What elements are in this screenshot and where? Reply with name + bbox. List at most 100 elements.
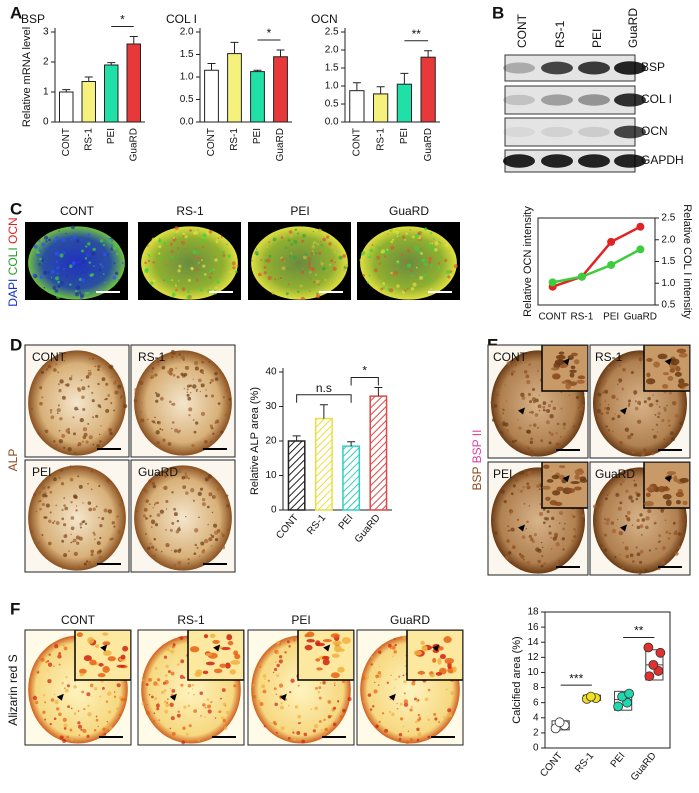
speckle — [97, 382, 100, 386]
speckle — [152, 507, 154, 509]
speckle — [103, 733, 107, 736]
speckle — [179, 674, 184, 680]
inset-speckle — [79, 668, 87, 674]
speckle — [192, 231, 197, 235]
arrowhead — [518, 524, 525, 532]
speckle — [98, 484, 101, 488]
speckle — [187, 684, 192, 688]
speckle — [156, 501, 159, 505]
speckle — [61, 237, 66, 243]
speckle — [175, 529, 180, 534]
speckle — [611, 561, 614, 563]
speckle — [506, 539, 510, 543]
x-tick-label: PEI — [252, 128, 263, 144]
speckle — [100, 425, 102, 427]
speckle — [412, 282, 417, 287]
speckle — [500, 431, 504, 435]
speckle — [342, 708, 346, 713]
speckle — [207, 474, 213, 479]
speckle — [143, 489, 148, 494]
speckle — [552, 536, 557, 541]
speckle — [405, 740, 410, 745]
speckle — [181, 475, 186, 480]
inset-speckle — [673, 475, 678, 482]
speckle — [634, 400, 637, 403]
inset-speckle — [417, 670, 426, 675]
speckle — [342, 268, 346, 272]
speckle — [178, 280, 180, 282]
speckle — [98, 516, 100, 519]
speckle — [59, 281, 64, 285]
speckle — [227, 254, 231, 258]
speckle — [92, 531, 96, 535]
speckle — [224, 413, 229, 418]
micrograph — [590, 345, 690, 458]
speckle — [57, 654, 62, 659]
speckle — [56, 408, 61, 413]
y-tick-label: 0 — [271, 505, 277, 516]
speckle — [87, 501, 92, 505]
y-tick-label: 2 — [533, 728, 539, 739]
y-tick-label: 4 — [533, 712, 539, 723]
speckle — [279, 655, 283, 659]
speckle — [502, 420, 505, 423]
speckle — [61, 433, 66, 438]
speckle — [410, 705, 414, 708]
speckle — [49, 722, 52, 726]
speckle — [151, 420, 153, 422]
speckle — [322, 681, 326, 685]
speckle — [71, 225, 75, 230]
speckle — [72, 416, 75, 419]
speckle — [185, 515, 187, 518]
speckle — [309, 271, 312, 274]
speckle — [260, 259, 263, 261]
speckle — [91, 399, 95, 403]
speckle — [391, 229, 393, 231]
inset-speckle — [679, 382, 686, 388]
speckle — [63, 267, 65, 270]
speckle — [323, 718, 326, 721]
speckle — [199, 288, 203, 292]
speckle — [281, 233, 285, 237]
speckle — [506, 361, 511, 366]
speckle — [152, 484, 157, 489]
speckle — [316, 243, 320, 246]
speckle — [299, 284, 303, 288]
speckle — [98, 440, 102, 443]
speckle — [55, 504, 58, 507]
speckle — [84, 257, 88, 260]
speckle — [493, 404, 498, 408]
speckle — [55, 521, 60, 525]
speckle — [194, 366, 199, 371]
speckle — [301, 239, 305, 243]
speckle — [208, 537, 213, 542]
error-bar — [207, 63, 216, 71]
speckle — [636, 493, 640, 497]
speckle — [668, 424, 671, 427]
speckle — [621, 387, 625, 391]
speckle — [178, 429, 181, 433]
speckle — [206, 698, 210, 701]
speckle — [510, 372, 514, 376]
stain-label: ALP — [6, 449, 20, 472]
speckle — [172, 643, 176, 647]
speckle — [172, 468, 176, 473]
speckle — [373, 689, 378, 694]
speckle — [317, 228, 322, 233]
speckle — [56, 412, 59, 414]
speckle — [420, 252, 424, 255]
speckle — [191, 688, 194, 690]
blot-band — [578, 154, 610, 168]
speckle — [281, 258, 285, 262]
speckle — [154, 391, 158, 395]
significance-label: n.s — [316, 381, 332, 395]
speckle — [294, 705, 299, 709]
speckle — [312, 729, 316, 733]
speckle — [61, 517, 65, 521]
speckle — [287, 239, 291, 242]
speckle — [211, 495, 216, 499]
speckle — [159, 255, 162, 259]
image-border — [247, 629, 355, 746]
speckle — [48, 653, 51, 656]
